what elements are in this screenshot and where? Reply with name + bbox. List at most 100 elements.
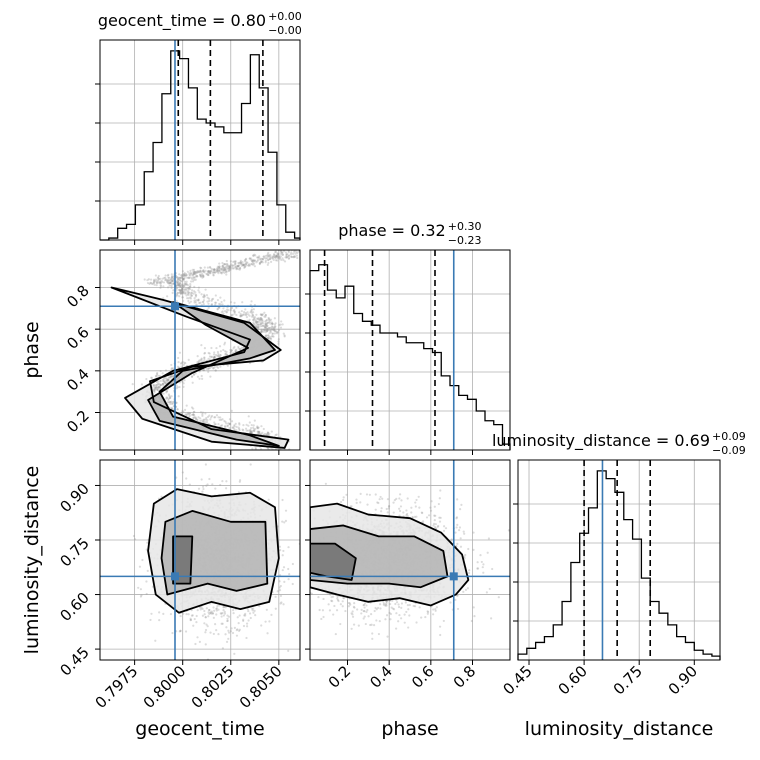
- scatter-point: [206, 308, 209, 311]
- scatter-point: [178, 276, 181, 279]
- scatter-point: [217, 422, 220, 426]
- scatter-point: [181, 287, 184, 291]
- scatter-point: [260, 328, 263, 331]
- scatter-point: [261, 313, 264, 316]
- scatter-point: [237, 622, 240, 625]
- scatter-point: [170, 375, 173, 378]
- scatter-point: [192, 272, 196, 275]
- scatter-point: [176, 281, 179, 285]
- scatter-point: [161, 382, 165, 385]
- scatter-point: [194, 416, 197, 419]
- scatter-point: [260, 260, 263, 263]
- scatter-point: [258, 262, 261, 266]
- scatter-point: [194, 295, 197, 298]
- scatter-point: [259, 261, 262, 264]
- scatter-point: [264, 315, 267, 318]
- scatter-point: [159, 281, 162, 284]
- scatter-point: [167, 279, 170, 282]
- scatter-point: [222, 348, 225, 352]
- scatter-point: [189, 287, 192, 291]
- scatter-point: [218, 302, 221, 306]
- scatter-point: [223, 343, 226, 346]
- scatter-point: [256, 260, 259, 263]
- scatter-point: [221, 622, 224, 625]
- scatter-point: [269, 254, 272, 257]
- scatter-point: [203, 356, 206, 360]
- scatter-point: [166, 380, 169, 383]
- scatter-point: [155, 284, 158, 287]
- scatter-point: [342, 496, 345, 499]
- scatter-point: [256, 320, 259, 323]
- scatter-point: [256, 426, 259, 429]
- scatter-point: [200, 478, 203, 481]
- scatter-point: [268, 453, 270, 455]
- scatter-point: [147, 278, 150, 281]
- scatter-point: [264, 261, 267, 264]
- scatter-point: [297, 553, 299, 555]
- scatter-point: [199, 275, 202, 278]
- scatter-point: [168, 278, 172, 281]
- scatter-point: [202, 296, 206, 299]
- scatter-point: [204, 288, 207, 291]
- scatter-point: [207, 615, 210, 618]
- scatter-point: [165, 279, 168, 282]
- scatter-point: [157, 385, 160, 388]
- scatter-point: [269, 329, 272, 333]
- scatter-point: [167, 377, 170, 380]
- scatter-point: [194, 642, 197, 646]
- y-tick-label: 0.90: [56, 480, 92, 516]
- scatter-point: [155, 281, 159, 284]
- scatter-point: [281, 257, 284, 260]
- scatter-point: [156, 388, 159, 391]
- scatter-point: [181, 296, 184, 299]
- scatter-point: [261, 322, 265, 325]
- contour-fill: [173, 536, 193, 584]
- scatter-point: [175, 283, 178, 287]
- scatter-point: [279, 602, 282, 605]
- scatter-point: [258, 262, 261, 265]
- scatter-point: [236, 264, 239, 268]
- scatter-point: [247, 424, 250, 427]
- scatter-point: [199, 269, 202, 273]
- scatter-point: [185, 280, 188, 283]
- scatter-point: [213, 423, 216, 426]
- scatter-point: [288, 573, 291, 576]
- scatter-point: [239, 348, 242, 351]
- scatter-point: [185, 294, 188, 297]
- scatter-point: [277, 342, 280, 345]
- scatter-point: [253, 262, 256, 265]
- scatter-point: [252, 308, 255, 311]
- scatter-point: [182, 299, 185, 302]
- scatter-point: [214, 294, 217, 297]
- scatter-point: [149, 281, 152, 284]
- panel-frame: [99, 39, 301, 241]
- scatter-point: [318, 608, 321, 612]
- scatter-point: [273, 253, 276, 257]
- scatter-point: [218, 267, 221, 270]
- scatter-point: [226, 619, 229, 623]
- scatter-point: [274, 454, 276, 456]
- pair-content: [100, 460, 300, 660]
- scatter-point: [166, 281, 169, 284]
- scatter-point: [265, 329, 269, 332]
- scatter-point: [225, 270, 228, 273]
- scatter-point: [199, 270, 202, 273]
- scatter-point: [186, 290, 189, 293]
- panel-title-sub: −0.00: [268, 24, 302, 37]
- scatter-point: [157, 382, 160, 386]
- scatter-point: [192, 413, 195, 416]
- scatter-point: [254, 446, 257, 450]
- scatter-point: [297, 250, 300, 253]
- scatter-point: [193, 285, 196, 288]
- scatter-point: [269, 337, 272, 340]
- scatter-point: [218, 266, 221, 270]
- scatter-point: [146, 279, 149, 282]
- scatter-point: [295, 254, 298, 257]
- scatter-point: [233, 345, 236, 349]
- scatter-point: [272, 258, 275, 261]
- panel-frame: [517, 459, 721, 661]
- scatter-point: [205, 272, 208, 275]
- scatter-point: [348, 602, 351, 605]
- scatter-point: [251, 447, 254, 450]
- scatter-point: [218, 418, 221, 422]
